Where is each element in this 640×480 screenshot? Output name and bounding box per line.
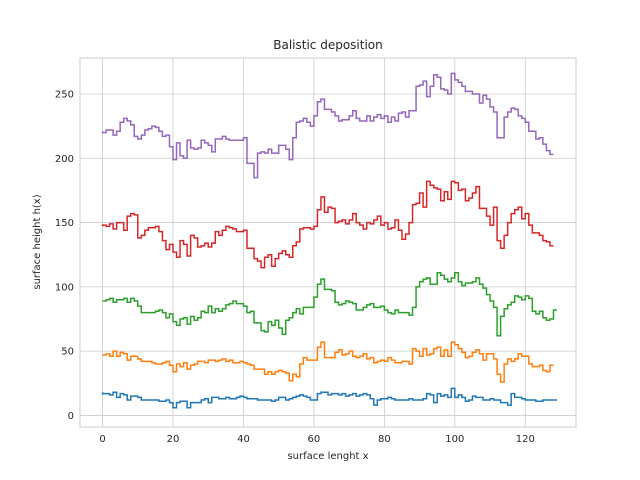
x-tick-label: 0 <box>99 434 105 445</box>
series-group <box>101 72 557 409</box>
x-tick-label: 60 <box>308 434 321 445</box>
series-line-3 <box>102 271 557 337</box>
plot-frame <box>79 57 577 428</box>
series-line-2 <box>102 341 554 383</box>
series-line-1 <box>101 387 557 409</box>
y-tick-label: 100 <box>55 282 74 293</box>
x-tick-labels: 0 20 40 60 80 100 120 <box>99 434 534 445</box>
grid <box>80 58 576 427</box>
y-tick-label: 250 <box>55 90 74 101</box>
y-tick-label: 50 <box>61 347 74 358</box>
x-axis-label: surface lenght x <box>287 451 368 462</box>
y-tick-label: 150 <box>55 218 74 229</box>
y-tick-labels: 0 50 100 150 200 250 <box>55 90 74 422</box>
x-tick-label: 40 <box>237 434 250 445</box>
series-line-4 <box>101 180 554 269</box>
y-tick-label: 0 <box>68 411 74 422</box>
series-line-5 <box>101 72 554 179</box>
x-tick-label: 80 <box>378 434 391 445</box>
y-tick-label: 200 <box>55 154 74 165</box>
chart-title: Balistic deposition <box>273 38 383 52</box>
x-tick-label: 100 <box>445 434 464 445</box>
y-axis-label: surface height h(x) <box>32 194 43 289</box>
x-tick-label: 120 <box>516 434 535 445</box>
x-tick-label: 20 <box>167 434 180 445</box>
